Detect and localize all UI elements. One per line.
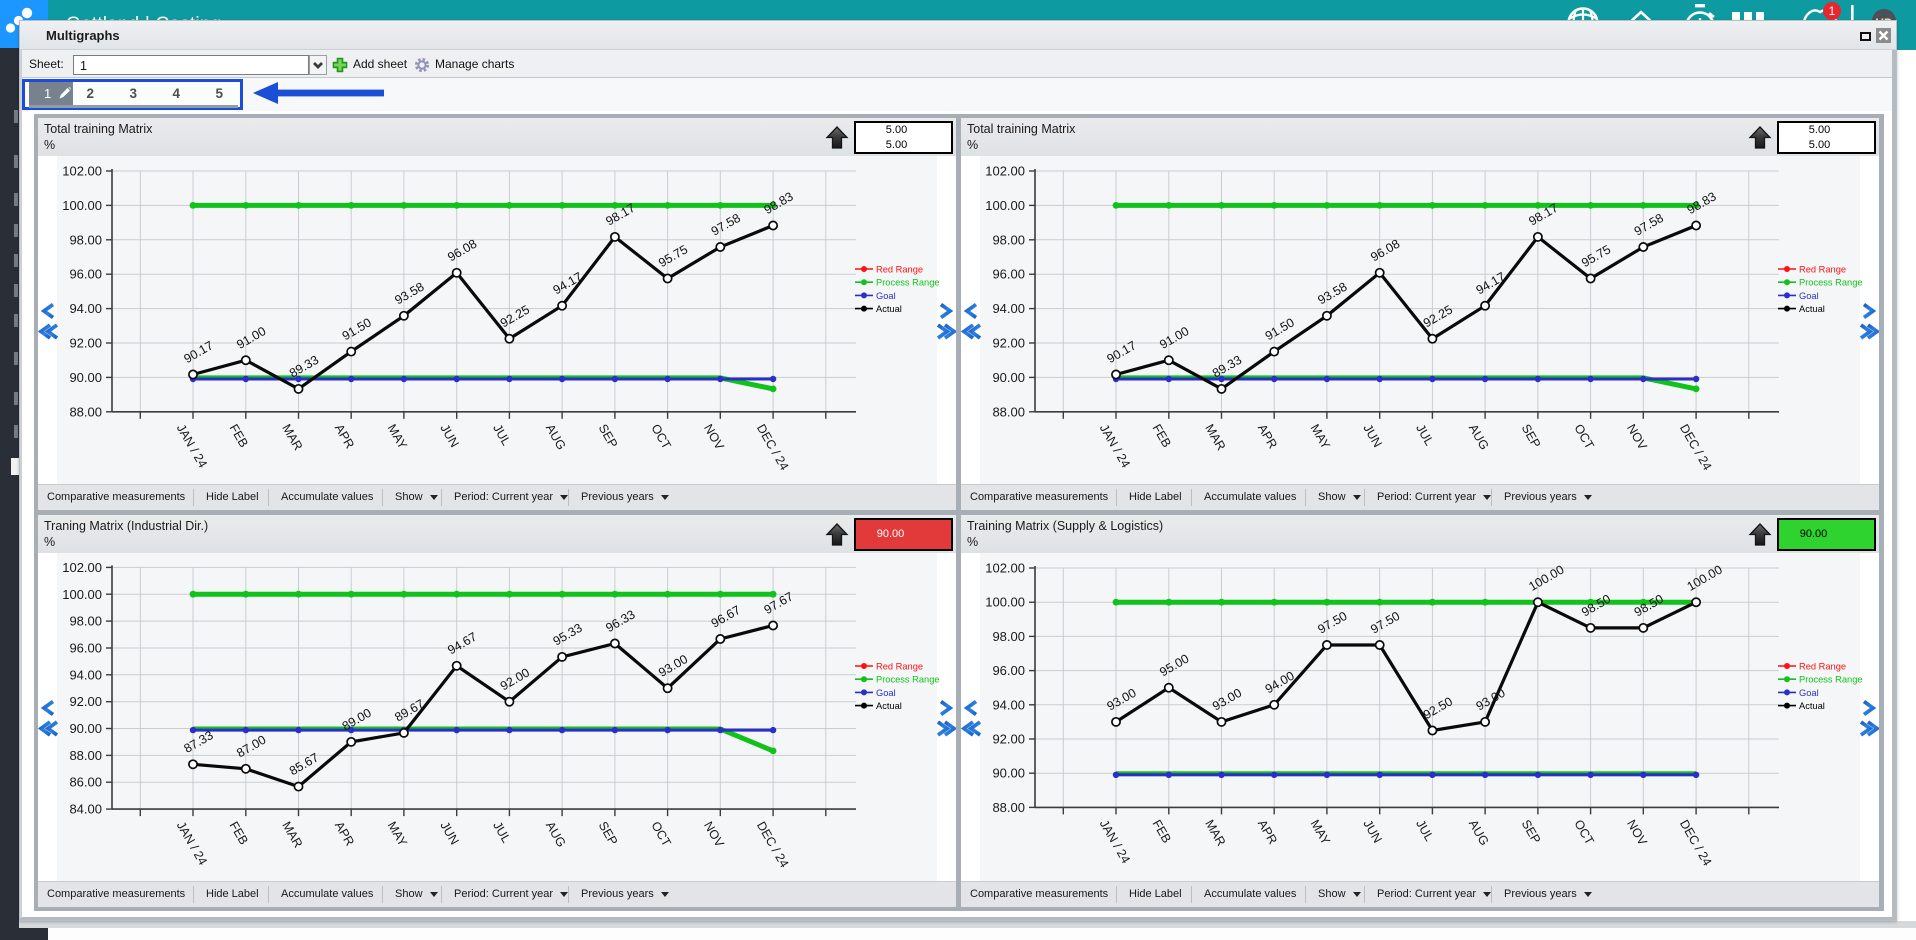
svg-text:Process Range: Process Range [1799, 278, 1863, 288]
svg-text:92.00: 92.00 [69, 336, 102, 351]
svg-text:92.00: 92.00 [992, 336, 1025, 351]
svg-text:94.00: 94.00 [992, 697, 1025, 712]
svg-text:96.00: 96.00 [992, 663, 1025, 678]
svg-text:Actual: Actual [1799, 701, 1825, 711]
svg-text:Actual: Actual [1799, 304, 1825, 314]
svg-text:Red Range: Red Range [876, 662, 923, 672]
svg-text:Goal: Goal [876, 688, 896, 698]
svg-text:Goal: Goal [876, 291, 896, 301]
svg-text:102.00: 102.00 [62, 164, 102, 179]
svg-text:92.00: 92.00 [69, 694, 102, 709]
svg-text:90.00: 90.00 [69, 721, 102, 736]
svg-text:100.00: 100.00 [62, 587, 102, 602]
svg-text:98.00: 98.00 [992, 629, 1025, 644]
svg-text:88.00: 88.00 [69, 404, 102, 419]
svg-text:102.00: 102.00 [985, 164, 1025, 179]
svg-text:90.00: 90.00 [992, 370, 1025, 385]
svg-text:100.00: 100.00 [985, 198, 1025, 213]
svg-text:102.00: 102.00 [62, 560, 102, 575]
svg-text:Actual: Actual [876, 701, 902, 711]
svg-text:Red Range: Red Range [876, 265, 923, 275]
svg-text:88.00: 88.00 [992, 800, 1025, 815]
svg-text:98.00: 98.00 [992, 232, 1025, 247]
svg-text:98.00: 98.00 [69, 614, 102, 629]
svg-text:92.00: 92.00 [992, 732, 1025, 747]
svg-text:86.00: 86.00 [69, 775, 102, 790]
svg-text:94.00: 94.00 [992, 301, 1025, 316]
svg-text:102.00: 102.00 [985, 561, 1025, 576]
svg-text:Actual: Actual [876, 304, 902, 314]
svg-text:98.00: 98.00 [69, 232, 102, 247]
svg-text:Process Range: Process Range [876, 675, 940, 685]
svg-text:96.00: 96.00 [992, 267, 1025, 282]
svg-text:Red Range: Red Range [1799, 265, 1846, 275]
svg-text:Goal: Goal [1799, 688, 1819, 698]
svg-text:94.00: 94.00 [69, 667, 102, 682]
svg-text:88.00: 88.00 [69, 748, 102, 763]
svg-text:1: 1 [1829, 4, 1836, 18]
svg-text:94.00: 94.00 [69, 301, 102, 316]
svg-text:Process Range: Process Range [1799, 675, 1863, 685]
svg-text:Red Range: Red Range [1799, 662, 1846, 672]
svg-text:90.00: 90.00 [69, 370, 102, 385]
svg-text:88.00: 88.00 [992, 404, 1025, 419]
svg-text:Goal: Goal [1799, 291, 1819, 301]
svg-text:96.00: 96.00 [69, 267, 102, 282]
svg-text:84.00: 84.00 [69, 802, 102, 817]
svg-text:100.00: 100.00 [62, 198, 102, 213]
svg-text:Process Range: Process Range [876, 278, 940, 288]
svg-text:100.00: 100.00 [985, 595, 1025, 610]
svg-text:96.00: 96.00 [69, 641, 102, 656]
svg-text:90.00: 90.00 [992, 766, 1025, 781]
